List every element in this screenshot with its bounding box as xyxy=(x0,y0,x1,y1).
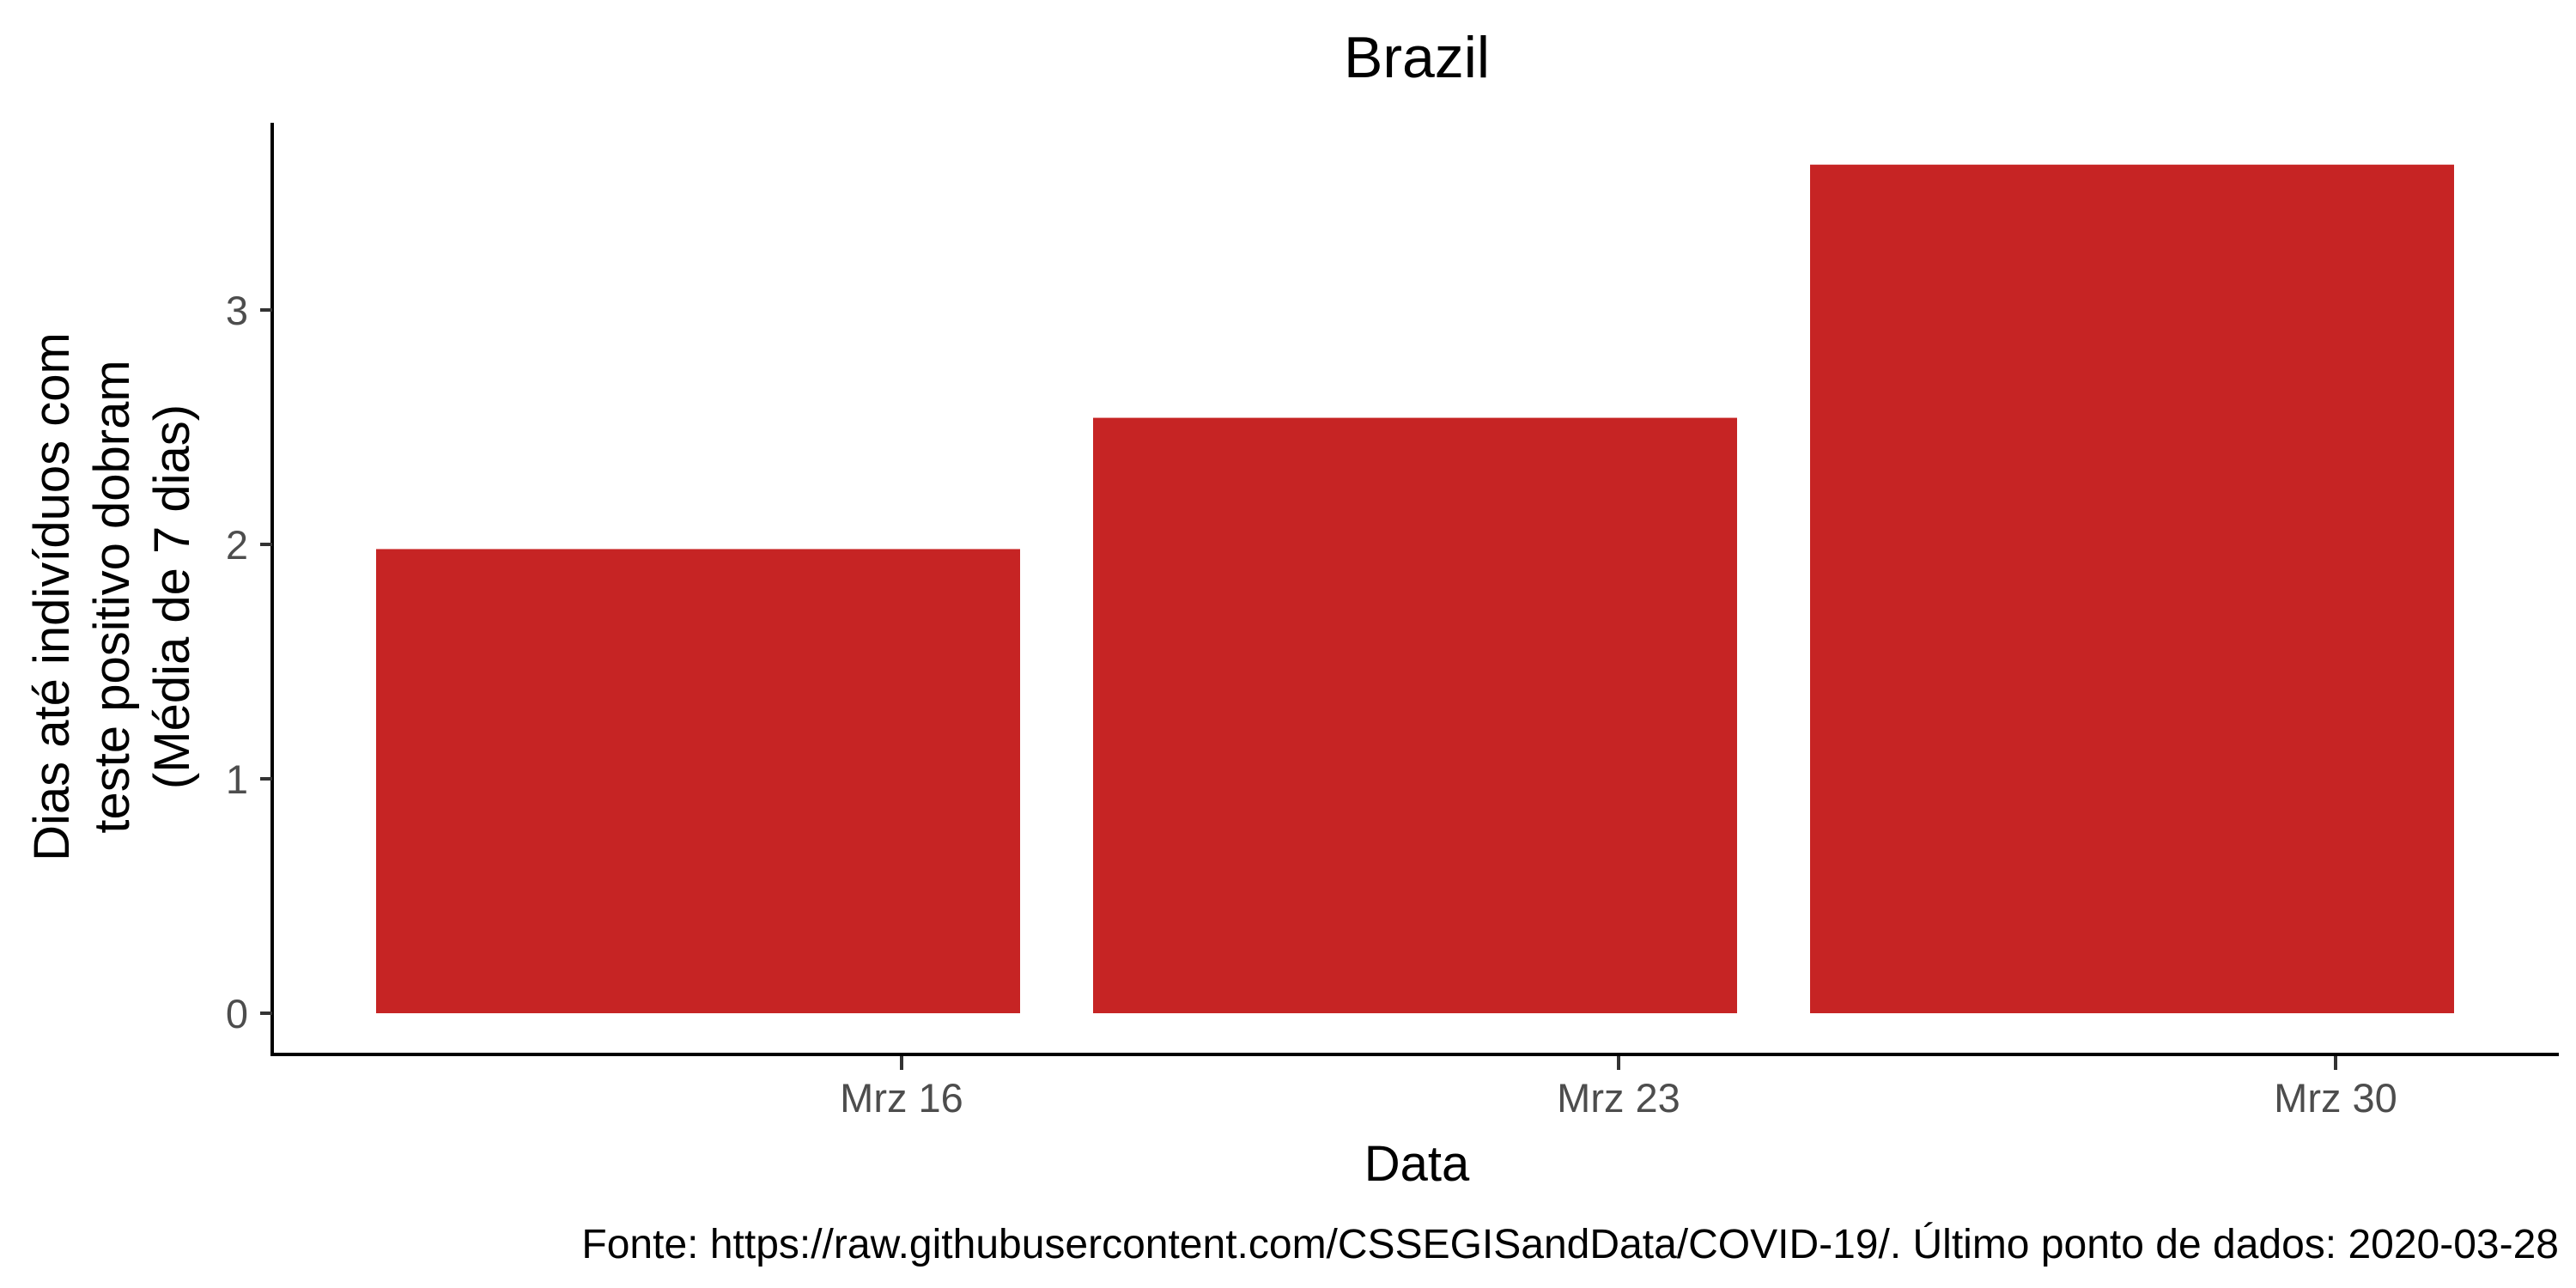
bar-1 xyxy=(376,549,1020,1013)
y-axis-title: Dias até indivíduos com teste positivo d… xyxy=(24,332,200,861)
x-tick-label-1: Mrz 16 xyxy=(840,1075,963,1121)
chart-title: Brazil xyxy=(1344,25,1490,90)
x-tick-label-2: Mrz 23 xyxy=(1557,1075,1680,1121)
x-tick-label-3: Mrz 30 xyxy=(2274,1075,2397,1121)
y-tick-label-0: 0 xyxy=(226,991,248,1036)
x-axis-title: Data xyxy=(1364,1136,1470,1192)
x-ticks: Mrz 16 Mrz 23 Mrz 30 xyxy=(840,1056,2397,1121)
bars xyxy=(376,164,2454,1014)
source-caption: Fonte: https://raw.githubusercontent.com… xyxy=(581,1221,2559,1267)
y-ticks: 0 1 2 3 xyxy=(226,288,272,1036)
y-tick-label-1: 1 xyxy=(226,756,248,802)
y-axis-title-line-1: Dias até indivíduos com xyxy=(24,332,80,861)
y-tick-label-2: 2 xyxy=(226,522,248,568)
y-tick-label-3: 3 xyxy=(226,288,248,333)
bar-3 xyxy=(1810,164,2454,1014)
bar-2 xyxy=(1093,417,1737,1014)
y-axis-title-line-3: (Média de 7 dias) xyxy=(144,404,200,789)
y-axis-title-line-2: teste positivo dobram xyxy=(84,360,140,833)
